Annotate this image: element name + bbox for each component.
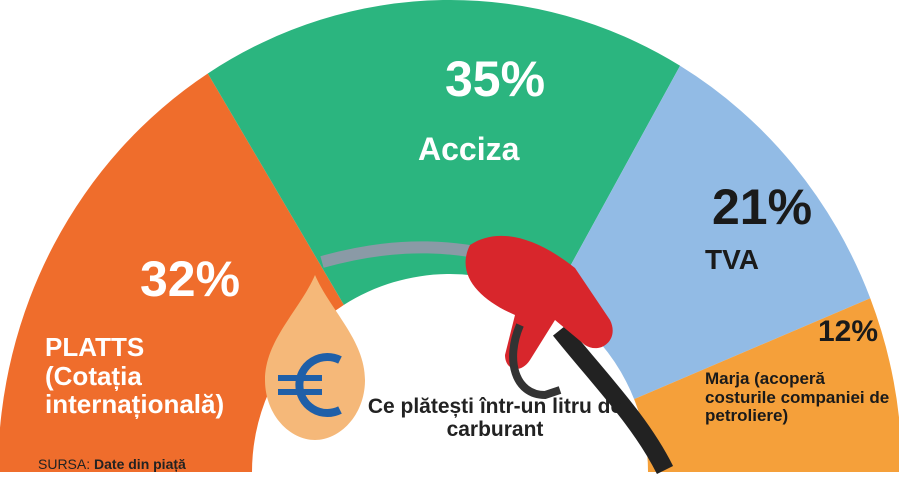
value-label: 35%: [445, 52, 545, 107]
category-label: Marja (acoperă costurile companiei de pe…: [705, 370, 890, 426]
category-label: TVA: [705, 245, 855, 276]
category-label: PLATTS (Cotația internațională): [45, 333, 195, 419]
value-label: 21%: [712, 180, 812, 235]
source-label: SURSA:: [38, 456, 90, 472]
infographic: Ce plătești într-un litru de carburant S…: [0, 0, 899, 481]
center-text: Ce plătești într-un litru de carburant: [360, 395, 630, 441]
value-label: 32%: [140, 252, 240, 307]
source-text: Date din piață: [94, 456, 186, 472]
category-label: Acciza: [418, 132, 618, 167]
value-label: 12%: [818, 315, 878, 348]
source: SURSA: Date din piață: [38, 456, 186, 472]
